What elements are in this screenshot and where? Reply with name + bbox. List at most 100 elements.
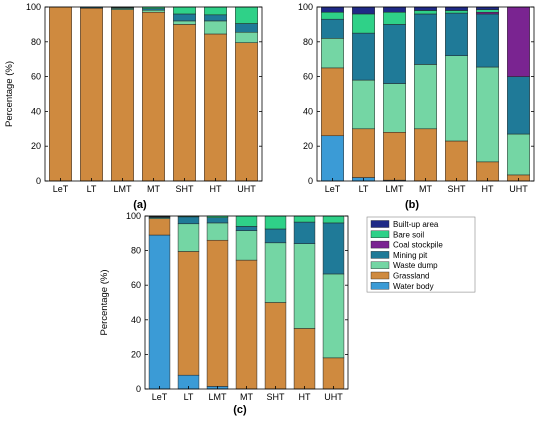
bar-segment-LeT-grassland [49,7,71,181]
x-tick-label: LMT [386,184,405,194]
legend-swatch [371,241,389,248]
bar-segment-MT-grassland [414,129,436,181]
bar-segment-MT-grassland [236,260,257,389]
bar-segment-MT-waste-dump [142,10,164,12]
y-tick-label: 40 [31,106,41,116]
bar-segment-HT-grassland [204,34,226,181]
bar-segment-MT-waste-dump [236,231,257,260]
bar-segment-HT-waste-dump [476,67,498,162]
bar-segment-LMT-grassland [383,132,405,180]
bar-segment-HT-bare-soil [204,7,226,15]
x-tick-label: LMT [114,184,133,194]
y-tick-label: 0 [36,176,41,186]
bar-segment-SHT-grassland [173,24,195,181]
bar-segment-LeT-bare-soil [321,12,343,19]
bar-segment-UHT-bare-soil [323,216,344,223]
bar-segment-UHT-waste-dump [507,134,529,175]
bar-segment-SHT-grassland [445,141,467,181]
bar-segment-LeT-built-up-area [321,7,343,12]
y-tick-label: 100 [298,2,313,12]
bar-segment-UHT-mining-pit [323,223,344,274]
y-axis-label: Percentage (%) [99,269,110,335]
bar-segment-LT-mining-pit [352,33,374,80]
bar-segment-LT-grassland [178,251,199,375]
panel-label: (a) [133,199,147,211]
legend-swatch [371,262,389,269]
bar-segment-MT-waste-dump [414,64,436,128]
bar-segment-UHT-bare-soil [235,7,257,24]
bar-segment-SHT-built-up-area [445,7,467,10]
bar-segment-HT-mining-pit [204,15,226,21]
y-tick-label: 80 [303,37,313,47]
bar-segment-LMT-mining-pit [383,24,405,83]
x-tick-label: LeT [152,392,168,402]
bar-segment-LT-bare-soil [352,14,374,33]
bar-segment-LMT-waste-dump [383,84,405,133]
bar-segment-LT-grassland [80,8,102,181]
bar-segment-SHT-waste-dump [445,56,467,141]
bar-segment-LT-built-up-area [352,7,374,14]
bar-segment-LeT-grassland [149,219,170,235]
bar-segment-HT-waste-dump [294,244,315,329]
legend-swatch [371,251,389,258]
bar-segment-LT-waste-dump [178,224,199,252]
bar-segment-MT-mining-pit [414,14,436,64]
x-tick-label: LeT [325,184,341,194]
bar-segment-HT-coal-stockpile [476,12,498,14]
legend-entry: Mining pit [393,251,428,260]
x-tick-label: MT [419,184,432,194]
bar-segment-UHT-mining-pit [507,77,529,134]
bar-segment-UHT-waste-dump [235,32,257,42]
bar-segment-LeT-waste-dump [321,38,343,68]
y-tick-label: 80 [131,246,141,256]
x-tick-label: MT [240,392,253,402]
x-tick-label: HT [299,392,311,402]
bar-segment-HT-bare-soil [294,216,315,222]
x-tick-label: LT [87,184,97,194]
bar-segment-LMT-grassland [111,10,133,181]
x-tick-label: SHT [267,392,286,402]
bar-segment-SHT-waste-dump [265,243,286,303]
y-tick-label: 60 [131,280,141,290]
bar-segment-UHT-waste-dump [323,274,344,358]
bar-segment-LT-mining-pit [178,217,199,224]
y-tick-label: 60 [31,72,41,82]
bar-segment-SHT-mining-pit [265,229,286,243]
y-tick-label: 20 [303,141,313,151]
bar-segment-LT-grassland [352,129,374,178]
bar-segment-LeT-water-body [149,235,170,389]
bar-segment-LeT-mining-pit [321,19,343,38]
y-axis-label: Percentage (%) [4,61,15,127]
bar-segment-SHT-bare-soil [173,7,195,14]
x-tick-label: LT [184,392,194,402]
x-tick-label: LMT [209,392,228,402]
panel-label: (c) [233,404,247,416]
legend-entry: Bare soil [393,230,424,239]
y-tick-label: 40 [131,315,141,325]
bar-segment-LeT-water-body [321,136,343,181]
bar-segment-SHT-mining-pit [445,13,467,56]
legend-swatch [371,221,389,228]
bar-segment-HT-waste-dump [204,21,226,34]
x-tick-label: LeT [53,184,69,194]
bar-segment-UHT-grassland [235,43,257,181]
y-tick-label: 40 [303,106,313,116]
y-tick-label: 0 [308,176,313,186]
legend-swatch [371,272,389,279]
bar-segment-HT-grassland [294,328,315,389]
legend-swatch [371,282,389,289]
bar-segment-MT-built-up-area [414,7,436,10]
x-tick-label: UHT [237,184,256,194]
bar-segment-LMT-built-up-area [383,7,405,12]
x-tick-label: HT [482,184,494,194]
bar-segment-LeT-grassland [321,68,343,136]
legend-entry: Waste dump [393,261,438,270]
bar-segment-UHT-mining-pit [235,24,257,33]
x-tick-label: SHT [448,184,467,194]
legend-swatch [371,231,389,238]
y-tick-label: 80 [31,37,41,47]
